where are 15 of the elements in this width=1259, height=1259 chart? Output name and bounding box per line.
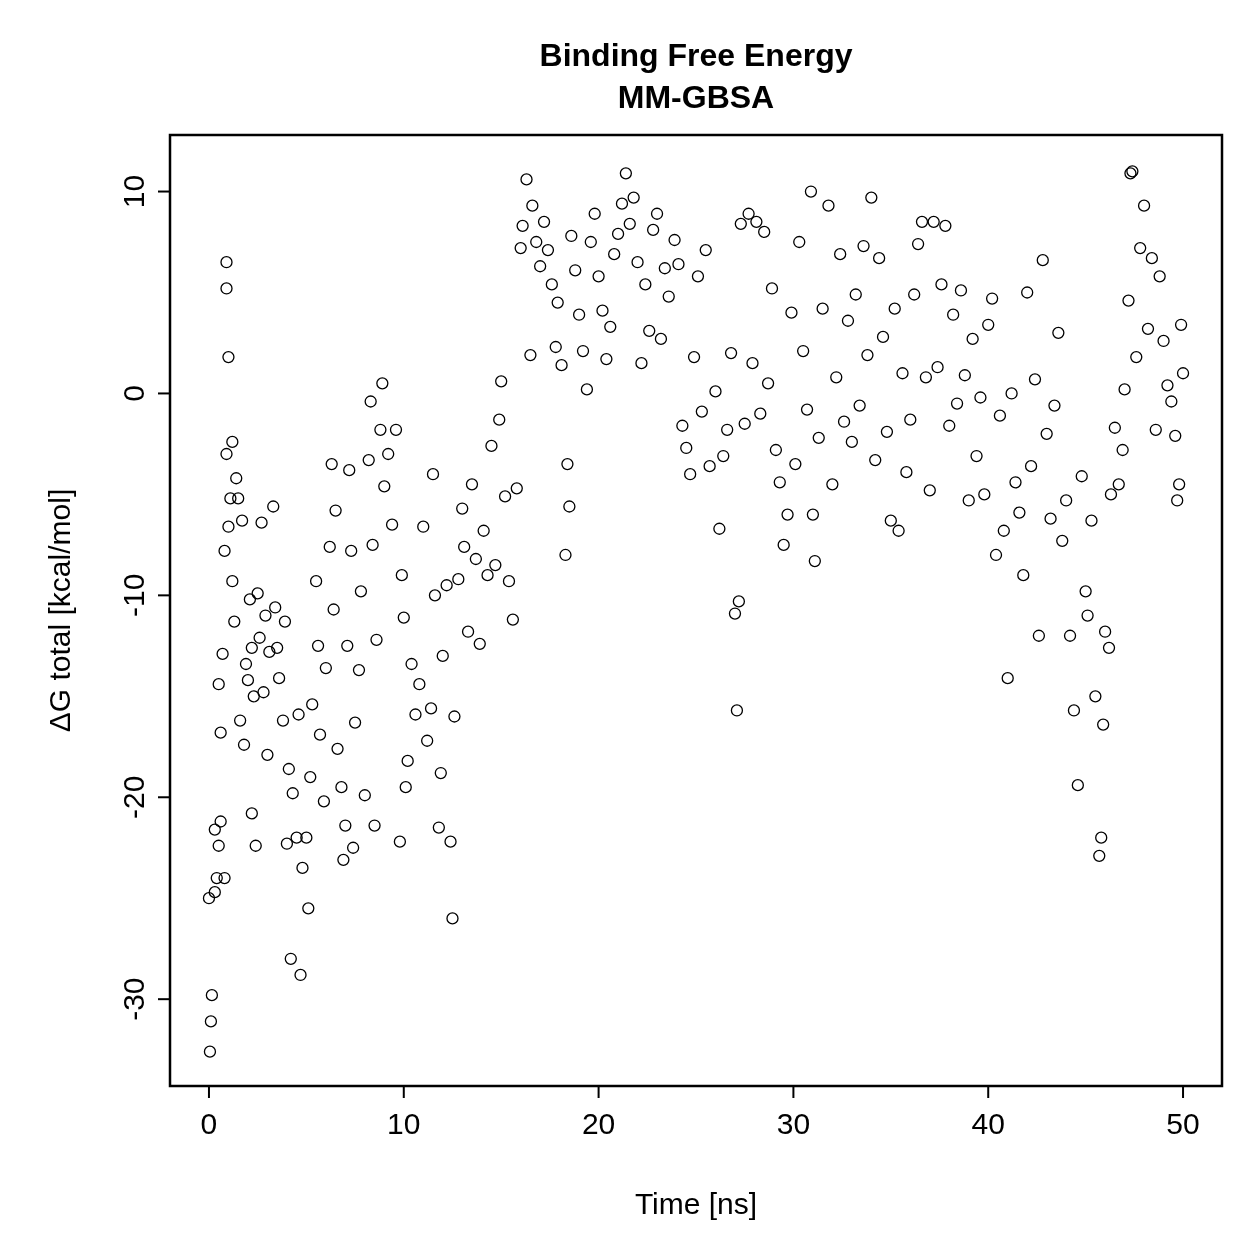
- y-tick-label: -30: [117, 977, 150, 1021]
- x-axis-title: Time [ns]: [634, 1187, 758, 1220]
- chart-title: Binding Free Energy: [539, 37, 853, 73]
- x-tick-label: 0: [200, 1107, 218, 1140]
- chart-subtitle: MM-GBSA: [617, 79, 775, 115]
- y-axis-title: ΔG total [kcal/mol]: [43, 488, 76, 733]
- x-tick-label: 30: [776, 1107, 811, 1140]
- x-tick-label: 50: [1166, 1107, 1200, 1140]
- y-tick-label: -10: [117, 573, 150, 618]
- y-tick-label: 0: [117, 385, 150, 402]
- x-tick-label: 20: [581, 1107, 616, 1140]
- x-tick-label: 10: [387, 1107, 421, 1140]
- y-tick-label: -20: [117, 775, 150, 819]
- x-tick-label: 40: [971, 1107, 1005, 1140]
- y-tick-label: 10: [117, 174, 150, 209]
